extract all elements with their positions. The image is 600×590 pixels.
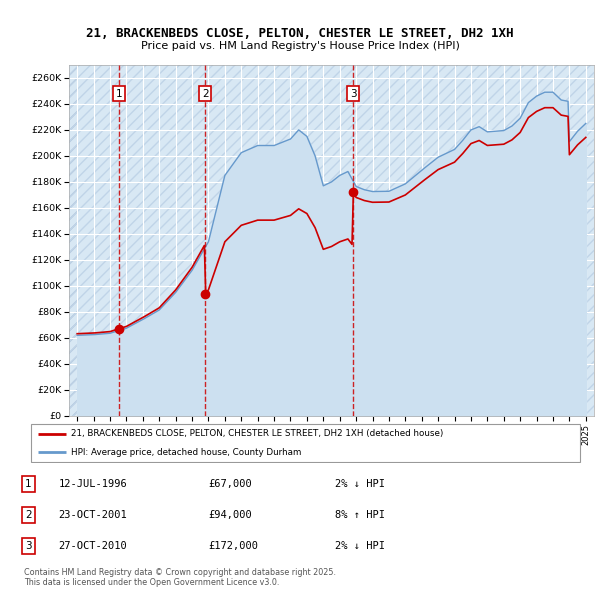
Text: 23-OCT-2001: 23-OCT-2001 — [58, 510, 127, 520]
Text: 8% ↑ HPI: 8% ↑ HPI — [335, 510, 385, 520]
Text: 2% ↓ HPI: 2% ↓ HPI — [335, 479, 385, 489]
Text: 3: 3 — [25, 541, 32, 551]
Text: 1: 1 — [25, 479, 32, 489]
Text: 12-JUL-1996: 12-JUL-1996 — [58, 479, 127, 489]
Bar — [69, 65, 77, 416]
Text: £172,000: £172,000 — [208, 541, 258, 551]
Text: 2: 2 — [202, 88, 209, 99]
Text: £94,000: £94,000 — [208, 510, 252, 520]
Text: HPI: Average price, detached house, County Durham: HPI: Average price, detached house, Coun… — [71, 448, 302, 457]
Text: 3: 3 — [350, 88, 356, 99]
Text: 27-OCT-2010: 27-OCT-2010 — [58, 541, 127, 551]
Text: 1: 1 — [115, 88, 122, 99]
Text: £67,000: £67,000 — [208, 479, 252, 489]
FancyBboxPatch shape — [31, 424, 580, 462]
Text: Price paid vs. HM Land Registry's House Price Index (HPI): Price paid vs. HM Land Registry's House … — [140, 41, 460, 51]
Text: 21, BRACKENBEDS CLOSE, PELTON, CHESTER LE STREET, DH2 1XH (detached house): 21, BRACKENBEDS CLOSE, PELTON, CHESTER L… — [71, 430, 444, 438]
Text: Contains HM Land Registry data © Crown copyright and database right 2025.
This d: Contains HM Land Registry data © Crown c… — [24, 568, 336, 587]
Text: 2% ↓ HPI: 2% ↓ HPI — [335, 541, 385, 551]
Text: 21, BRACKENBEDS CLOSE, PELTON, CHESTER LE STREET, DH2 1XH: 21, BRACKENBEDS CLOSE, PELTON, CHESTER L… — [86, 27, 514, 40]
Text: 2: 2 — [25, 510, 32, 520]
